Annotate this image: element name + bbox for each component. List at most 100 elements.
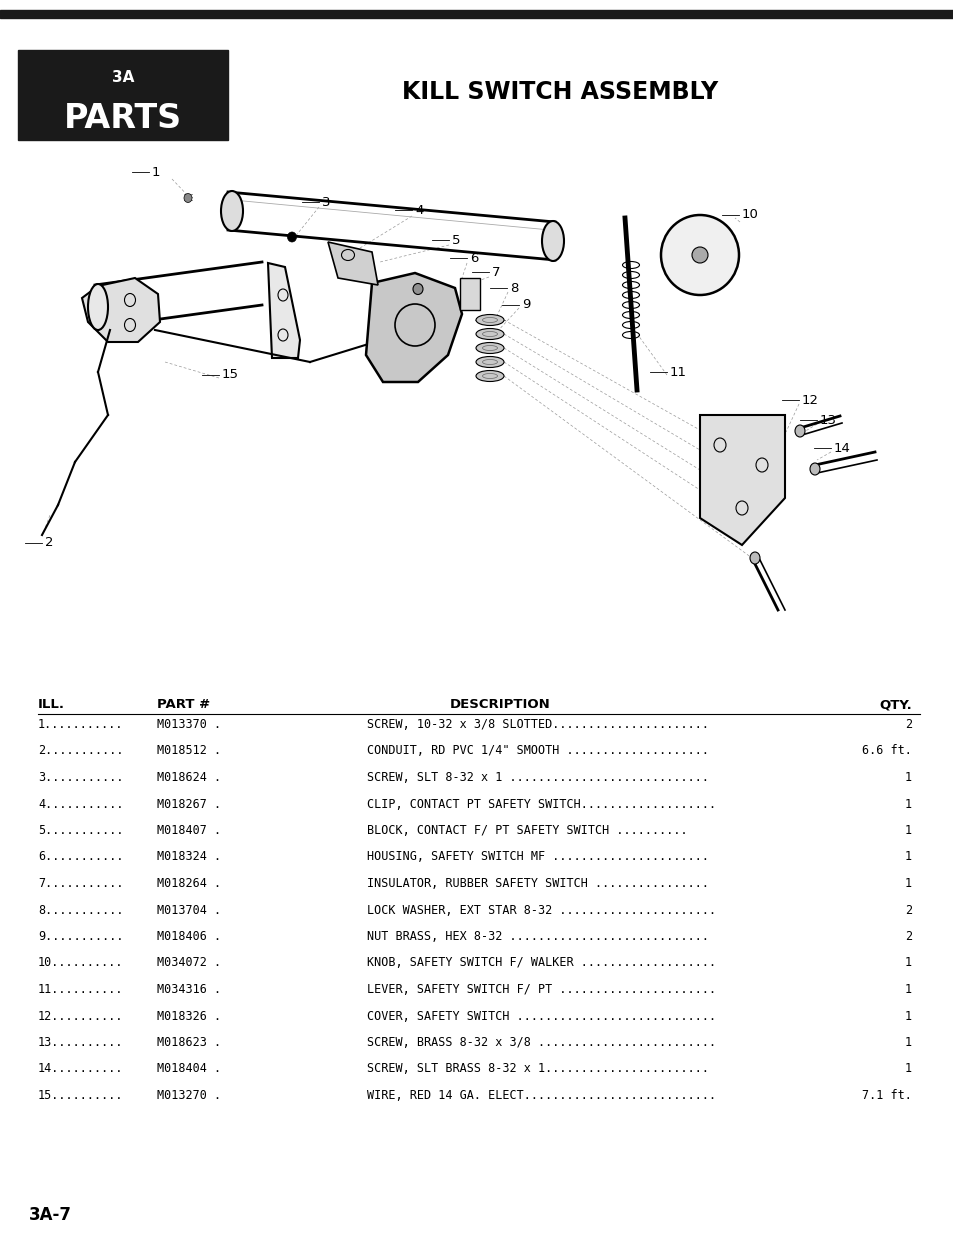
Text: INSULATOR, RUBBER SAFETY SWITCH ................: INSULATOR, RUBBER SAFETY SWITCH ........… xyxy=(367,877,708,890)
Text: 6.6 ft.: 6.6 ft. xyxy=(862,745,911,757)
Ellipse shape xyxy=(221,191,243,231)
Text: 3A: 3A xyxy=(112,70,134,85)
Text: 1: 1 xyxy=(904,798,911,810)
Text: NUT BRASS, HEX 8-32 ............................: NUT BRASS, HEX 8-32 ....................… xyxy=(367,930,708,944)
Text: ILL.: ILL. xyxy=(38,698,65,711)
Ellipse shape xyxy=(691,247,707,263)
Text: 1: 1 xyxy=(904,1062,911,1076)
Ellipse shape xyxy=(476,342,503,353)
Text: 3...........: 3........... xyxy=(38,771,123,784)
Text: M018404 .: M018404 . xyxy=(157,1062,221,1076)
Text: KILL SWITCH ASSEMBLY: KILL SWITCH ASSEMBLY xyxy=(401,80,718,104)
Ellipse shape xyxy=(476,315,503,326)
Text: 1: 1 xyxy=(904,824,911,837)
Text: 1: 1 xyxy=(904,983,911,995)
Text: 10: 10 xyxy=(741,209,758,221)
Text: PARTS: PARTS xyxy=(64,101,182,135)
Text: M034072 .: M034072 . xyxy=(157,956,221,969)
Text: M018324 .: M018324 . xyxy=(157,851,221,863)
Text: 1: 1 xyxy=(152,165,160,179)
Text: CLIP, CONTACT PT SAFETY SWITCH...................: CLIP, CONTACT PT SAFETY SWITCH..........… xyxy=(367,798,716,810)
Text: 9: 9 xyxy=(521,299,530,311)
Text: 2...........: 2........... xyxy=(38,745,123,757)
Text: 6...........: 6........... xyxy=(38,851,123,863)
Ellipse shape xyxy=(413,284,422,294)
Text: 2: 2 xyxy=(45,536,53,550)
Text: 2: 2 xyxy=(904,904,911,916)
Text: M018267 .: M018267 . xyxy=(157,798,221,810)
Text: 1: 1 xyxy=(904,877,911,890)
Text: M018512 .: M018512 . xyxy=(157,745,221,757)
Text: 12: 12 xyxy=(801,394,818,406)
Text: M018264 .: M018264 . xyxy=(157,877,221,890)
Text: 11..........: 11.......... xyxy=(38,983,123,995)
Ellipse shape xyxy=(184,194,192,203)
Text: M018624 .: M018624 . xyxy=(157,771,221,784)
Text: SCREW, SLT 8-32 x 1 ............................: SCREW, SLT 8-32 x 1 ....................… xyxy=(367,771,708,784)
Text: 9...........: 9........... xyxy=(38,930,123,944)
Text: SCREW, SLT BRASS 8-32 x 1.......................: SCREW, SLT BRASS 8-32 x 1...............… xyxy=(367,1062,708,1076)
Text: 5: 5 xyxy=(452,233,460,247)
Text: LEVER, SAFETY SWITCH F/ PT ......................: LEVER, SAFETY SWITCH F/ PT .............… xyxy=(367,983,716,995)
Text: 14: 14 xyxy=(833,441,850,454)
Text: HOUSING, SAFETY SWITCH MF ......................: HOUSING, SAFETY SWITCH MF ..............… xyxy=(367,851,708,863)
Text: M018406 .: M018406 . xyxy=(157,930,221,944)
Polygon shape xyxy=(268,263,299,358)
Bar xyxy=(0,10,953,19)
Bar xyxy=(18,49,228,140)
Text: 8: 8 xyxy=(510,282,517,294)
Text: 15..........: 15.......... xyxy=(38,1089,123,1102)
Text: 4...........: 4........... xyxy=(38,798,123,810)
Text: 1: 1 xyxy=(904,1009,911,1023)
Text: 7.1 ft.: 7.1 ft. xyxy=(862,1089,911,1102)
Ellipse shape xyxy=(809,463,820,475)
Text: 6: 6 xyxy=(470,252,477,264)
Text: SCREW, BRASS 8-32 x 3/8 .........................: SCREW, BRASS 8-32 x 3/8 ................… xyxy=(367,1036,716,1049)
Ellipse shape xyxy=(794,425,804,437)
Text: 2: 2 xyxy=(904,930,911,944)
Text: M018326 .: M018326 . xyxy=(157,1009,221,1023)
Text: 3: 3 xyxy=(322,195,330,209)
Text: 7...........: 7........... xyxy=(38,877,123,890)
Text: 13: 13 xyxy=(820,414,836,426)
Text: M013370 .: M013370 . xyxy=(157,718,221,731)
Text: 1...........: 1........... xyxy=(38,718,123,731)
Text: 13..........: 13.......... xyxy=(38,1036,123,1049)
Text: 8...........: 8........... xyxy=(38,904,123,916)
Text: M034316 .: M034316 . xyxy=(157,983,221,995)
Text: BLOCK, CONTACT F/ PT SAFETY SWITCH ..........: BLOCK, CONTACT F/ PT SAFETY SWITCH .....… xyxy=(367,824,687,837)
Text: 1: 1 xyxy=(904,771,911,784)
Text: 3A-7: 3A-7 xyxy=(29,1207,71,1224)
Ellipse shape xyxy=(660,215,739,295)
Text: 10..........: 10.......... xyxy=(38,956,123,969)
Text: 11: 11 xyxy=(669,366,686,378)
Text: 15: 15 xyxy=(222,368,239,382)
Polygon shape xyxy=(82,278,160,342)
Ellipse shape xyxy=(476,329,503,340)
Ellipse shape xyxy=(476,370,503,382)
Ellipse shape xyxy=(88,284,108,330)
Polygon shape xyxy=(366,273,461,382)
Ellipse shape xyxy=(476,357,503,368)
Text: 4: 4 xyxy=(415,204,423,216)
Text: M013270 .: M013270 . xyxy=(157,1089,221,1102)
Polygon shape xyxy=(328,242,377,285)
Polygon shape xyxy=(700,415,784,545)
Ellipse shape xyxy=(749,552,760,564)
Text: 5...........: 5........... xyxy=(38,824,123,837)
Text: WIRE, RED 14 GA. ELECT...........................: WIRE, RED 14 GA. ELECT..................… xyxy=(367,1089,716,1102)
Text: M018623 .: M018623 . xyxy=(157,1036,221,1049)
Text: KNOB, SAFETY SWITCH F/ WALKER ...................: KNOB, SAFETY SWITCH F/ WALKER ..........… xyxy=(367,956,716,969)
Text: PART #: PART # xyxy=(157,698,210,711)
Text: 12..........: 12.......... xyxy=(38,1009,123,1023)
Text: 7: 7 xyxy=(492,266,500,279)
Text: M013704 .: M013704 . xyxy=(157,904,221,916)
Text: 2: 2 xyxy=(904,718,911,731)
Text: 1: 1 xyxy=(904,956,911,969)
Text: SCREW, 10-32 x 3/8 SLOTTED......................: SCREW, 10-32 x 3/8 SLOTTED..............… xyxy=(367,718,708,731)
Text: 1: 1 xyxy=(904,851,911,863)
Text: LOCK WASHER, EXT STAR 8-32 ......................: LOCK WASHER, EXT STAR 8-32 .............… xyxy=(367,904,716,916)
Bar xyxy=(459,278,479,310)
Text: DESCRIPTION: DESCRIPTION xyxy=(449,698,550,711)
Ellipse shape xyxy=(541,221,563,261)
